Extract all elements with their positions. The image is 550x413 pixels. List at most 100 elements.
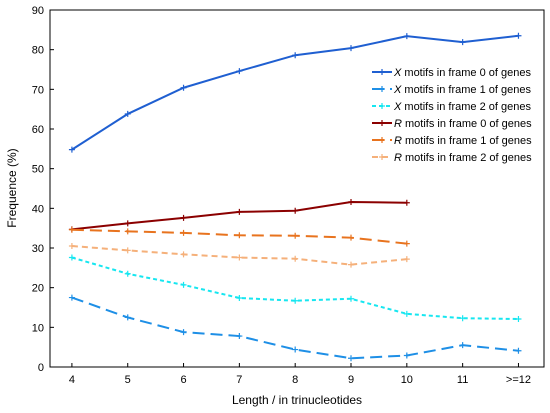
x-tick-label: 7 — [236, 374, 242, 386]
data-point — [124, 220, 131, 227]
x-tick-label: >=12 — [506, 374, 531, 386]
data-point — [236, 254, 243, 261]
data-point — [348, 198, 355, 205]
legend-label-text: motifs in frame 1 of genes — [401, 84, 531, 96]
data-point — [68, 146, 75, 153]
data-point — [68, 243, 75, 250]
x-axis: 4 5 6 7 8 9 10 11 >=12 — [69, 363, 531, 386]
data-point — [403, 352, 410, 359]
legend-marker — [379, 154, 385, 160]
x-tick-label: 5 — [125, 374, 131, 386]
x-tick-label: 4 — [69, 374, 75, 386]
legend-label-text: motifs in frame 2 of genes — [402, 152, 532, 164]
legend-label: R motifs in frame 1 of genes — [394, 135, 532, 147]
data-point — [180, 329, 187, 336]
data-point — [180, 251, 187, 258]
data-point — [292, 346, 299, 353]
legend-label-letter: R — [394, 135, 402, 147]
legend-label: R motifs in frame 0 of genes — [394, 118, 532, 130]
y-tick-label: 30 — [32, 243, 44, 255]
data-point — [348, 295, 355, 302]
data-point — [403, 310, 410, 317]
data-point — [459, 342, 466, 349]
series-5 — [68, 226, 410, 247]
data-point — [124, 270, 131, 277]
y-tick-label: 90 — [32, 5, 44, 17]
legend-item-4: R motifs in frame 0 of genes — [372, 118, 532, 130]
x-axis-title: Length / in trinucleotides — [232, 393, 362, 407]
series-3 — [68, 254, 522, 323]
data-point — [124, 228, 131, 235]
legend-marker — [379, 69, 385, 75]
data-point — [515, 347, 522, 354]
series-1 — [68, 32, 522, 153]
series-line — [71, 296, 519, 360]
data-point — [124, 247, 131, 254]
data-point — [180, 214, 187, 221]
data-point — [292, 255, 299, 262]
series-layer — [68, 32, 522, 362]
x-tick-label: 9 — [348, 374, 354, 386]
data-point — [403, 33, 410, 40]
data-point — [403, 240, 410, 247]
data-point — [403, 256, 410, 263]
legend-item-1: X motifs in frame 0 of genes — [372, 67, 531, 79]
x-tick-label: 8 — [292, 374, 298, 386]
data-point — [348, 45, 355, 52]
legend-label-letter: R — [394, 152, 402, 164]
y-axis: 0 10 20 30 40 50 60 70 80 90 — [32, 5, 54, 374]
legend-item-6: R motifs in frame 2 of genes — [372, 152, 532, 164]
x-tick-label: 11 — [457, 374, 468, 386]
series-2 — [68, 294, 522, 362]
data-point — [180, 84, 187, 91]
data-point — [403, 199, 410, 206]
legend-label-text: motifs in frame 2 of genes — [401, 101, 531, 113]
legend-marker — [379, 137, 385, 143]
legend-label: X motifs in frame 0 of genes — [393, 67, 531, 79]
data-point — [348, 234, 355, 241]
legend-marker — [379, 103, 385, 109]
data-point — [124, 110, 131, 117]
data-point — [124, 314, 131, 321]
data-point — [236, 333, 243, 340]
y-tick-label: 70 — [32, 84, 44, 96]
data-point — [236, 68, 243, 75]
legend-marker — [379, 120, 385, 126]
data-point — [459, 315, 466, 322]
data-point — [68, 226, 75, 233]
series-6 — [68, 243, 410, 268]
data-point — [236, 294, 243, 301]
legend-label: X motifs in frame 1 of genes — [393, 84, 531, 96]
data-point — [180, 229, 187, 236]
legend-label: X motifs in frame 2 of genes — [393, 101, 531, 113]
data-point — [292, 207, 299, 214]
data-point — [292, 297, 299, 304]
data-point — [236, 208, 243, 215]
legend-item-2: X motifs in frame 1 of genes — [372, 84, 531, 96]
data-point — [68, 254, 75, 261]
data-point — [348, 355, 355, 362]
y-tick-label: 0 — [38, 362, 44, 374]
legend-label-letter: X — [393, 67, 402, 79]
legend-item-5: R motifs in frame 1 of genes — [372, 135, 532, 147]
legend-label-text: motifs in frame 0 of genes — [401, 67, 531, 79]
x-tick-label: 6 — [180, 374, 186, 386]
y-tick-label: 40 — [32, 203, 44, 215]
series-line — [71, 256, 519, 321]
data-point — [236, 232, 243, 239]
y-tick-label: 20 — [32, 283, 44, 295]
legend-label-letter: X — [393, 84, 402, 96]
legend-label-text: motifs in frame 1 of genes — [402, 135, 532, 147]
data-point — [292, 232, 299, 239]
legend-label-text: motifs in frame 0 of genes — [402, 118, 532, 130]
y-tick-label: 80 — [32, 45, 44, 57]
data-point — [292, 52, 299, 59]
y-axis-title: Frequence (%) — [5, 148, 19, 227]
y-tick-label: 50 — [32, 164, 44, 176]
data-point — [180, 281, 187, 288]
x-tick-label: 10 — [401, 374, 413, 386]
legend-label-letter: X — [393, 101, 402, 113]
data-point — [515, 32, 522, 39]
plot-area — [49, 9, 545, 368]
